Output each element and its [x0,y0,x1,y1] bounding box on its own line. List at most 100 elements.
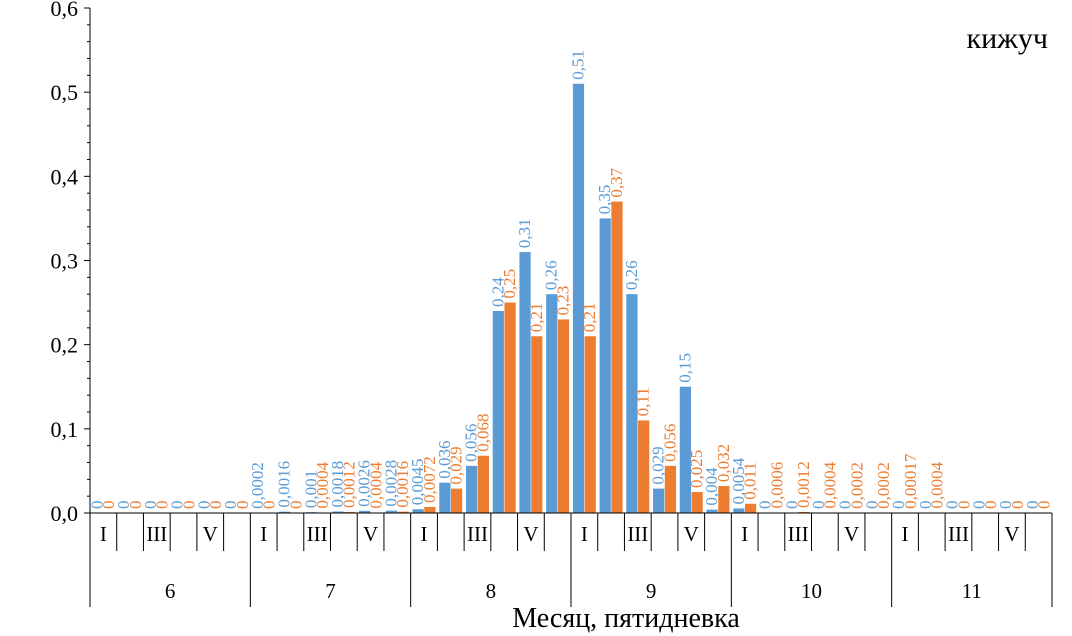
bar [492,311,504,513]
data-label: 0,15 [675,353,694,383]
bar [546,294,558,513]
data-label: 0,0004 [313,461,332,508]
pentad-label: V [523,522,538,546]
y-axis: 0,0 0,1 0,2 0,3 0,4 0,5 0,6 [51,0,91,526]
data-label: 0,004 [702,467,721,506]
data-label: 0,056 [660,424,679,462]
bar [278,511,291,513]
data-label: 0,011 [741,462,760,500]
data-label: 0,24 [488,277,507,307]
data-label: 0 [179,501,198,510]
data-label: 0,0016 [393,461,412,508]
pentad-label: I [581,522,588,546]
data-labels: 0 0 0 0 0 0 0,0002 0,0016 0,001 0,0018 0,0026 0,002… [87,50,1053,509]
pentad-label: V [684,522,699,546]
data-label: 0,029 [649,446,668,484]
bar [611,201,623,514]
data-label: 0,0004 [928,461,947,508]
data-label: 0,032 [714,444,733,482]
bar [572,83,585,513]
data-label: 0,029 [447,446,466,484]
bar [332,511,344,513]
data-label: 0 [996,501,1015,510]
data-label: 0,0002 [874,462,893,509]
y-tick-label: 0,1 [51,417,79,442]
month-label: 10 [801,579,822,603]
data-label: 0 [286,501,305,510]
data-label: 0 [153,501,172,510]
bar [504,302,516,513]
data-label: 0,21 [580,303,599,333]
bar [638,420,650,513]
data-label: 0 [862,501,881,510]
y-tick-label: 0,4 [51,164,79,189]
data-label: 0 [126,501,145,510]
month-label: 9 [646,579,657,603]
data-label: 0 [194,501,213,510]
data-label: 0,0026 [355,460,374,507]
data-label: 0,21 [527,303,546,333]
data-label: 0,11 [634,387,653,416]
data-label: 0 [916,501,935,510]
data-label: 0 [114,501,133,510]
bar [519,252,531,514]
data-label: 0 [1035,501,1054,510]
data-label: 0 [954,501,973,510]
data-label: 0 [99,501,118,510]
data-label: 0,0045 [408,458,427,505]
pentad-label: I [421,522,428,546]
bar [584,336,596,513]
y-tick-label: 0,3 [51,249,79,274]
data-label: 0,001 [301,470,320,508]
chart-title: кижуч [967,22,1048,55]
data-label: 0,26 [622,260,641,290]
data-label: 0,0072 [420,456,439,503]
y-tick-label: 0,6 [51,0,79,21]
bar [397,511,409,513]
bar [359,510,371,513]
data-label: 0,0006 [767,462,786,509]
bar [557,319,570,513]
bar [653,488,665,513]
bar [706,509,718,513]
pentad-label: V [1004,522,1019,546]
pentad-label: V [844,522,859,546]
data-label: 0 [943,501,962,510]
bar [344,511,356,513]
data-label: 0 [221,501,240,510]
bar [798,511,810,513]
data-label: 0 [756,501,775,510]
data-label: 0,23 [554,286,573,316]
data-label: 0,51 [568,50,587,80]
bar [424,506,436,513]
bar [599,218,611,513]
data-label: 0,036 [435,440,454,478]
bar [691,491,703,513]
data-label: 0,25 [500,269,519,299]
pentad-label: III [467,522,488,546]
data-label: 0,0012 [794,461,813,508]
month-label: 7 [325,579,336,603]
pentad-label: V [203,522,218,546]
data-label: 0,068 [473,414,492,452]
pentad-label: III [307,522,328,546]
data-label: 0 [889,501,908,510]
data-label: 0 [981,501,1000,510]
x-axis: I III V I III V I III V I III V I III V I III V6 7 8 9 10 11 [89,512,1053,607]
y-tick-label: 0,0 [51,501,79,526]
x-axis-label: Месяц, пятидневка [512,603,740,634]
bars [278,83,944,514]
month-label: 11 [962,579,982,603]
data-label: 0 [782,501,801,510]
data-label: 0,0018 [328,461,347,508]
pentad-label: I [260,522,267,546]
bar [439,482,451,513]
data-label: 0,0028 [381,460,400,507]
data-label: 0,025 [687,450,706,488]
data-label: 0,0004 [366,461,385,508]
y-tick-label: 0,2 [51,333,79,358]
data-label: 0 [87,501,106,510]
pentad-label: III [146,522,167,546]
bar [664,465,677,513]
data-label: 0 [836,501,855,510]
